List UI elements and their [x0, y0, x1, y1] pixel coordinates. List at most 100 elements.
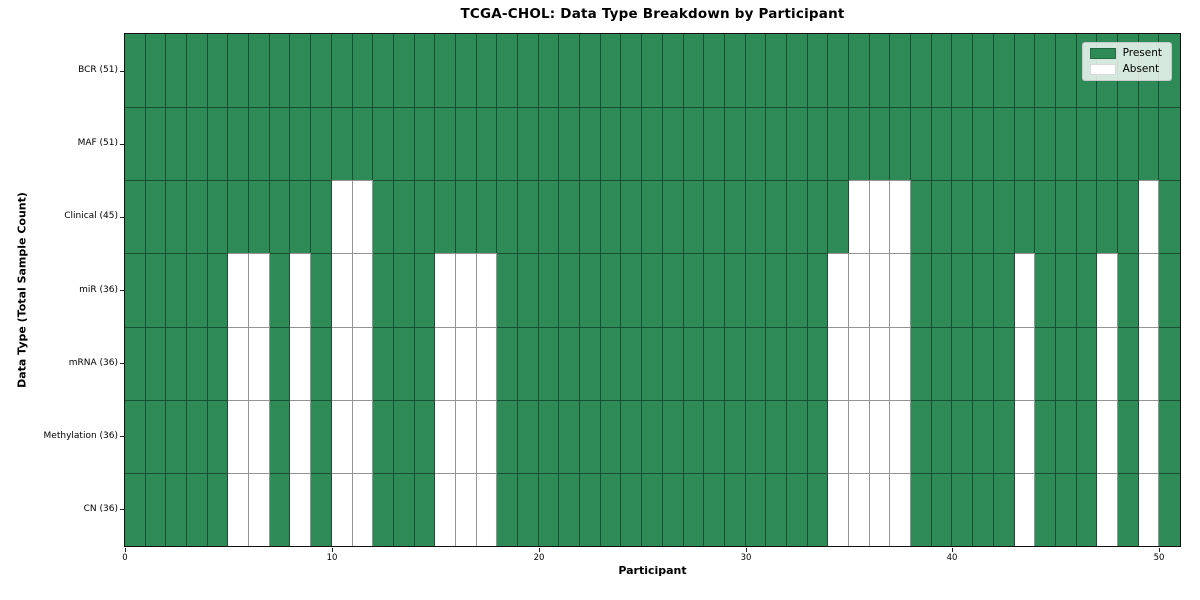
heatmap-cell [993, 180, 1015, 254]
heatmap-cell [187, 472, 208, 546]
heatmap-cell [849, 34, 870, 108]
heatmap-cell [290, 180, 312, 254]
heatmap-cell [166, 107, 188, 181]
heatmap-cell [290, 326, 312, 400]
heatmap-cell [849, 180, 870, 254]
heatmap-cell [828, 253, 850, 327]
heatmap-cell [311, 472, 332, 546]
heatmap-cell [1097, 472, 1118, 546]
heatmap-cell [1035, 326, 1056, 400]
heatmap-cell [869, 472, 891, 546]
heatmap-cell [559, 34, 581, 108]
heatmap-cell [1097, 180, 1118, 254]
heatmap-cell [538, 399, 560, 473]
heatmap-cell [1159, 399, 1180, 473]
legend-present-label: Present [1122, 47, 1162, 60]
heatmap-cell [745, 107, 767, 181]
heatmap-cell [207, 180, 229, 254]
heatmap-cell [849, 399, 870, 473]
heatmap-cell [187, 107, 208, 181]
heatmap-cell [249, 253, 270, 327]
heatmap-cell [580, 472, 601, 546]
heatmap-cell [580, 253, 601, 327]
x-tick-mark [952, 548, 953, 552]
heatmap-cell [228, 472, 250, 546]
heatmap-cell [1076, 253, 1098, 327]
heatmap-cell [331, 399, 353, 473]
heatmap-cell [455, 399, 477, 473]
heatmap-plot: Present Absent [124, 33, 1181, 547]
heatmap-cell [683, 472, 705, 546]
heatmap-cell [352, 107, 374, 181]
y-tick-mark [120, 363, 124, 364]
heatmap-cell [166, 326, 188, 400]
heatmap-cell [704, 253, 725, 327]
heatmap-cell [704, 34, 725, 108]
heatmap-cell [600, 399, 622, 473]
heatmap-cell [745, 399, 767, 473]
heatmap-cell [125, 34, 146, 108]
heatmap-cell [249, 326, 270, 400]
heatmap-cell [311, 253, 332, 327]
heatmap-cell [352, 399, 374, 473]
heatmap-cell [476, 180, 498, 254]
heatmap-cell [476, 107, 498, 181]
heatmap-cell [662, 399, 684, 473]
y-tick-mark [120, 217, 124, 218]
heatmap-cell [931, 107, 953, 181]
heatmap-cell [869, 399, 891, 473]
heatmap-cell [145, 34, 167, 108]
heatmap-cell [249, 107, 270, 181]
heatmap-cell [228, 180, 250, 254]
heatmap-cell [704, 180, 725, 254]
heatmap-cell [331, 107, 353, 181]
heatmap-cell [414, 326, 436, 400]
heatmap-cell [352, 34, 374, 108]
heatmap-cell [187, 253, 208, 327]
heatmap-cell [993, 399, 1015, 473]
heatmap-cell [249, 34, 270, 108]
heatmap-cell [269, 180, 291, 254]
heatmap-cell [869, 326, 891, 400]
heatmap-cell [683, 326, 705, 400]
heatmap-cell [621, 180, 643, 254]
heatmap-cell [476, 399, 498, 473]
heatmap-cell [373, 399, 394, 473]
heatmap-cell [828, 399, 850, 473]
heatmap-cell [497, 180, 519, 254]
heatmap-cell [1097, 253, 1118, 327]
heatmap-cell [125, 107, 146, 181]
heatmap-cell [331, 472, 353, 546]
heatmap-cell [973, 180, 994, 254]
x-tick-label: 0 [122, 553, 128, 563]
x-tick-label: 30 [740, 553, 752, 563]
heatmap-cell [207, 399, 229, 473]
heatmap-cell [621, 253, 643, 327]
heatmap-cell [580, 107, 601, 181]
heatmap-cell [890, 399, 912, 473]
heatmap-cell [1138, 107, 1160, 181]
heatmap-cell [890, 472, 912, 546]
legend-absent-label: Absent [1122, 63, 1160, 76]
heatmap-cell [393, 472, 415, 546]
heatmap-cell [311, 180, 332, 254]
heatmap-cell [166, 399, 188, 473]
x-tick-label: 40 [946, 553, 958, 563]
heatmap-cell [766, 253, 787, 327]
heatmap-cell [455, 326, 477, 400]
heatmap-cell [125, 399, 146, 473]
heatmap-cell [1014, 472, 1036, 546]
heatmap-cell [414, 253, 436, 327]
heatmap-cell [269, 326, 291, 400]
heatmap-cell [414, 34, 436, 108]
heatmap-cell [145, 326, 167, 400]
heatmap-cell [807, 399, 829, 473]
heatmap-cell [642, 34, 663, 108]
heatmap-cell [621, 34, 643, 108]
heatmap-cell [849, 107, 870, 181]
heatmap-cell [869, 34, 891, 108]
heatmap-cell [973, 326, 994, 400]
heatmap-cell [538, 34, 560, 108]
heatmap-cell [1055, 326, 1077, 400]
heatmap-cell [704, 472, 725, 546]
